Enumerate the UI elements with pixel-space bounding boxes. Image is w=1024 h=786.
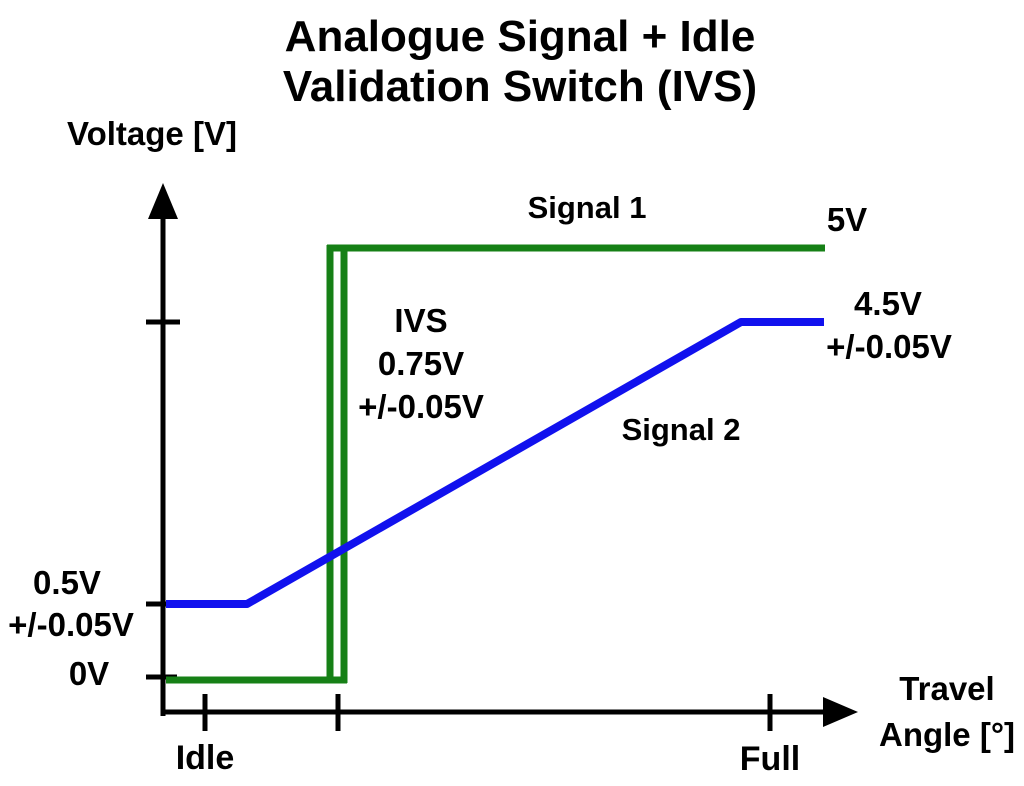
chart-title-line1: Analogue Signal + Idle [284,12,756,61]
x-axis-title: Travel Angle [°] [879,666,1015,758]
chart-title: Analogue Signal + Idle Validation Switch… [283,12,757,112]
y-axis-arrowhead-icon [148,183,178,219]
signal2-full-tolerance-label: +/-0.05V [826,328,952,365]
x-axis-title-line2: Angle [°] [878,716,1016,753]
ivs-annotation-line1: IVS [394,302,448,339]
signal1-high-value-label: 5V [826,201,868,238]
signal1-label: Signal 1 [527,190,647,225]
y-axis-title: Voltage [V] [67,115,237,152]
x-tick-label-full: Full [739,740,801,778]
x-axis-title-line1: Travel [899,670,995,707]
ivs-annotation-line3: +/-0.05V [358,388,484,425]
signal2-idle-value-label: 0.5V [33,564,101,601]
signal2-trace [166,318,824,608]
x-tick-label-idle: Idle [175,739,235,777]
x-axis-arrowhead-icon [823,697,858,727]
ivs-threshold-annotation: IVS 0.75V +/-0.05V [358,299,484,428]
ivs-annotation-line2: 0.75V [377,345,465,382]
chart-title-line2: Validation Switch (IVS) [282,62,758,111]
signal1-low-value-label: 0V [68,655,110,692]
signal2-label: Signal 2 [621,412,741,447]
signal2-full-value-label: 4.5V [854,285,922,322]
signal2-idle-tolerance-label: +/-0.05V [8,606,134,643]
